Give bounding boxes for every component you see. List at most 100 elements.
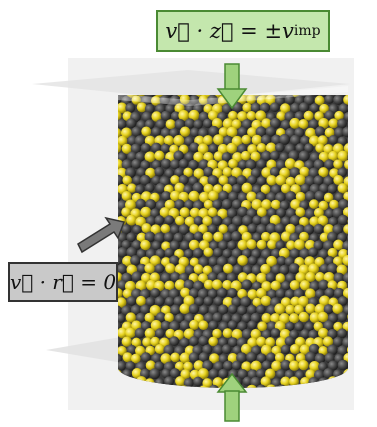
particle-dark xyxy=(266,192,277,203)
particle-yellow xyxy=(118,142,122,153)
particle-yellow xyxy=(240,343,252,355)
particle-dark xyxy=(228,304,238,314)
particle-yellow xyxy=(298,311,309,323)
particle-dark xyxy=(144,103,155,114)
particle-yellow xyxy=(318,346,328,356)
particle-yellow xyxy=(297,295,309,307)
particle-dark xyxy=(154,361,165,372)
particle-yellow xyxy=(174,182,185,193)
particle-yellow xyxy=(222,118,234,130)
particle-dark xyxy=(314,190,325,201)
particle-yellow xyxy=(237,239,249,251)
particle-dark xyxy=(188,288,200,299)
particle-dark xyxy=(154,215,165,226)
particle-yellow xyxy=(122,288,133,299)
particle-yellow xyxy=(170,352,181,363)
particle-dark xyxy=(343,272,348,284)
particle-dark xyxy=(118,174,124,186)
particle-dark xyxy=(154,232,166,244)
particle-yellow xyxy=(184,216,195,227)
particle-dark xyxy=(127,151,138,162)
particle-dark xyxy=(164,215,175,225)
particle-dark xyxy=(227,256,238,266)
particle-dark xyxy=(308,119,319,130)
particle-dark xyxy=(178,224,190,235)
particle-yellow xyxy=(290,199,302,210)
particle-yellow xyxy=(266,175,277,186)
particle-dark xyxy=(223,360,234,371)
particle-yellow xyxy=(336,264,348,276)
particle-dark xyxy=(265,272,276,283)
particle-dark xyxy=(343,111,348,122)
particle-dark xyxy=(193,215,204,226)
particle-dark xyxy=(279,152,290,163)
particle-dark xyxy=(284,336,295,347)
particle-dark xyxy=(173,150,184,162)
particle-yellow xyxy=(121,207,131,217)
particle-yellow xyxy=(270,313,281,324)
particle-yellow xyxy=(202,135,213,146)
particle-yellow xyxy=(118,102,128,114)
particle-yellow xyxy=(309,216,320,227)
particle-dark xyxy=(328,360,339,371)
particle-yellow xyxy=(237,255,248,266)
particle-dark xyxy=(212,199,223,210)
particle-dark xyxy=(232,264,244,275)
particle-dark xyxy=(256,304,266,315)
particle-yellow xyxy=(126,214,137,226)
particle-dark xyxy=(275,288,286,299)
particle-yellow xyxy=(309,360,320,372)
particle-dark xyxy=(237,321,248,332)
particle-yellow xyxy=(247,289,258,300)
particle-dark xyxy=(256,384,267,388)
particle-dark xyxy=(274,223,285,234)
particle-dark xyxy=(318,249,329,260)
particle-yellow xyxy=(141,126,152,137)
particle-dark xyxy=(280,119,291,130)
particle-dark xyxy=(247,304,258,315)
particle-yellow xyxy=(327,247,338,258)
particle-yellow xyxy=(289,360,300,371)
particle-yellow xyxy=(118,297,127,308)
particle-dark xyxy=(327,231,338,243)
particle-dark xyxy=(275,240,285,251)
particle-yellow xyxy=(218,224,228,234)
particle-yellow xyxy=(202,265,213,276)
particle-yellow xyxy=(208,336,219,347)
particle-yellow xyxy=(241,182,253,194)
particle-yellow xyxy=(144,312,155,323)
particle-yellow xyxy=(270,199,281,210)
particle-dark xyxy=(305,208,316,220)
particle-yellow xyxy=(136,102,147,113)
particle-yellow xyxy=(295,207,306,217)
particle-dark xyxy=(227,320,238,330)
particle-dark xyxy=(267,289,277,300)
particle-dark xyxy=(295,143,306,153)
particle-yellow xyxy=(183,295,195,307)
particle-dark xyxy=(217,272,228,283)
particle-dark xyxy=(173,232,184,243)
particle-yellow xyxy=(246,191,257,202)
particle-yellow xyxy=(121,143,132,154)
particle-dark xyxy=(189,95,200,105)
particle-dark xyxy=(145,215,156,226)
particle-yellow xyxy=(246,110,257,121)
particle-dark xyxy=(288,150,300,161)
particle-dark xyxy=(337,312,348,322)
particle-dark xyxy=(131,126,142,137)
particle-yellow xyxy=(160,223,171,234)
particle-dark xyxy=(135,184,145,195)
particle-yellow xyxy=(342,255,348,266)
particle-yellow xyxy=(203,199,214,210)
particle-dark xyxy=(170,271,181,283)
particle-yellow xyxy=(278,247,290,259)
particle-yellow xyxy=(231,167,243,179)
particle-yellow xyxy=(313,207,324,218)
particle-dark xyxy=(170,111,181,121)
particle-yellow xyxy=(211,118,223,129)
particle-dark xyxy=(179,337,190,348)
particle-dark xyxy=(271,248,281,259)
particle-dark xyxy=(227,223,238,234)
particle-yellow xyxy=(250,151,261,162)
